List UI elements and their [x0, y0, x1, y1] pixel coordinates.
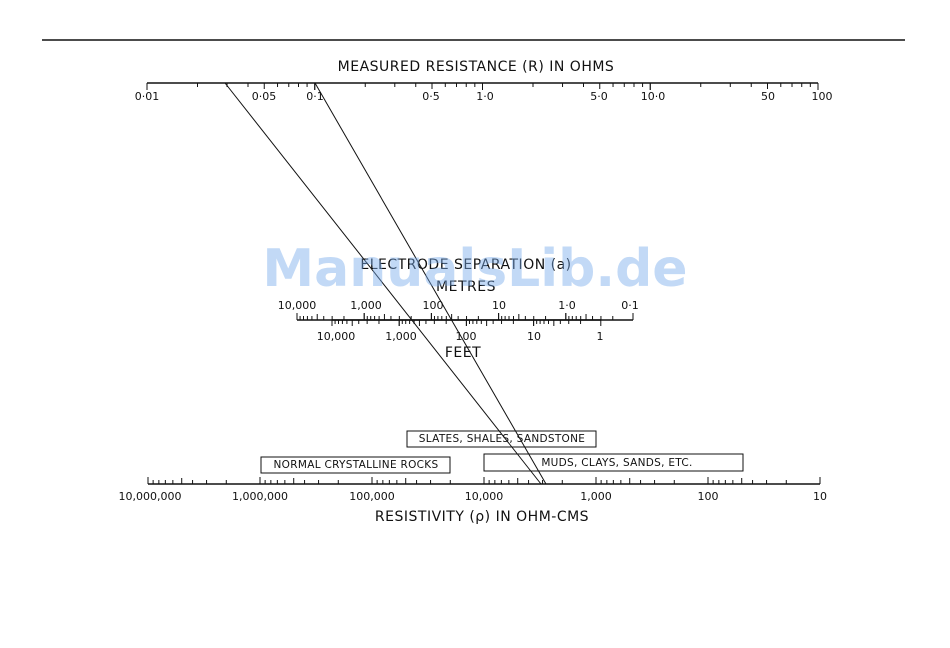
resistivity-label: 10,000	[465, 490, 504, 503]
rock-box	[260, 456, 451, 474]
rock-label: MUDS, CLAYS, SANDS, ETC.	[541, 457, 692, 469]
resistance-label: 5·0	[590, 90, 608, 103]
feet-tick-label: 1,000	[385, 330, 417, 343]
resistance-title: MEASURED RESISTANCE (R) IN OHMS	[338, 59, 615, 75]
rock-box	[483, 453, 744, 472]
metres-tick-label: 10,000	[278, 299, 317, 312]
resistivity-label: 1,000,000	[232, 490, 288, 503]
separation-title: ELECTRODE SEPARATION (a)	[360, 257, 571, 273]
resistivity-label: 100,000	[349, 490, 395, 503]
rock-box	[406, 430, 597, 448]
metres-tick-label: 1·0	[558, 299, 576, 312]
feet-tick-label: 10,000	[317, 330, 356, 343]
metres-tick-label: 100	[423, 299, 444, 312]
example-line	[224, 82, 542, 485]
resistivity-label: 100	[698, 490, 719, 503]
resistance-label: 0·05	[252, 90, 277, 103]
metres-tick-label: 0·1	[621, 299, 639, 312]
resistance-label: 0·5	[422, 90, 440, 103]
resistance-label: 0·01	[135, 90, 160, 103]
resistivity-label: 10	[813, 490, 827, 503]
resistance-label: 0·1	[306, 90, 324, 103]
feet-tick-label: 10	[527, 330, 541, 343]
resistivity-title: RESISTIVITY (ρ) IN OHM-CMS	[375, 509, 589, 525]
rock-label: SLATES, SHALES, SANDSTONE	[419, 433, 585, 445]
resistance-label: 1·0	[476, 90, 494, 103]
feet-tick-label: 1	[597, 330, 604, 343]
metres-tick-label: 1,000	[350, 299, 382, 312]
resistance-label: 10·0	[641, 90, 666, 103]
rock-label: NORMAL CRYSTALLINE ROCKS	[274, 459, 439, 471]
resistance-label: 50	[761, 90, 775, 103]
resistivity-label: 10,000,000	[119, 490, 182, 503]
watermark: ManualsLib.de	[262, 239, 687, 299]
resistance-label: 100	[812, 90, 833, 103]
metres-label: METRES	[436, 279, 496, 295]
feet-label: FEET	[445, 345, 481, 361]
metres-tick-label: 10	[492, 299, 506, 312]
example-line	[314, 82, 547, 485]
resistivity-label: 1,000	[580, 490, 612, 503]
feet-tick-label: 100	[456, 330, 477, 343]
